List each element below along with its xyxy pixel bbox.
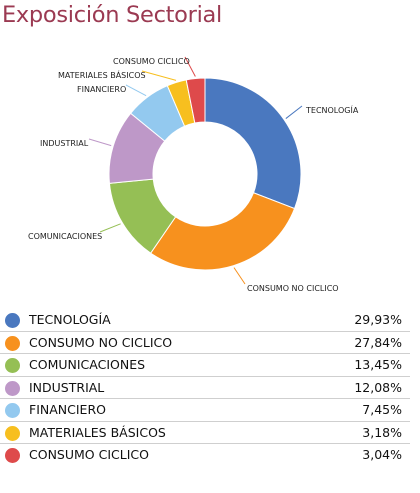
legend-label: COMUNICACIONES [29,357,146,372]
legend-label: CONSUMO NO CICLICO [29,334,173,350]
legend-row: CONSUMO NO CICLICO 27,84% [0,332,410,354]
legend-swatch-icon [5,358,20,373]
legend-label: CONSUMO CICLICO [29,447,149,462]
slice-label: CONSUMO CICLICO [113,57,190,66]
legend-value: 29,93% [354,312,402,327]
slice-labels: TECNOLOGÍA CONSUMO NO CICLICO COMUNICACION… [28,57,359,293]
legend-value: 3,18% [362,424,402,440]
legend-swatch-icon [5,335,20,351]
legend-value: 7,45% [362,402,402,417]
legend-swatch-icon [5,448,20,463]
leader-line [184,56,196,77]
legend-row: FINANCIERO 7,45% [0,399,410,422]
legend-value: 3,04% [362,447,402,462]
donut-slice [204,77,302,210]
slice-label: MATERIALES BÁSICOS [58,69,146,80]
slice-label: CONSUMO NO CICLICO [247,284,339,293]
leader-line [285,105,303,119]
slice-label: INDUSTRIAL [40,139,89,148]
legend-label: INDUSTRIAL [29,379,105,395]
legend-table: TECNOLOGÍA 29,93% CONSUMO NO CICLICO 27,84… [0,309,410,466]
leader-lines [88,56,303,285]
legend-row: COMUNICACIONES 13,45% [0,354,410,377]
donut-slice [185,77,206,124]
legend-row: INDUSTRIAL 12,08% [0,377,410,399]
donut-slices [108,77,302,271]
leader-line [141,70,177,81]
legend-value: 13,45% [354,357,402,372]
leader-line [99,223,121,233]
legend-row: TECNOLOGÍA 29,93% [0,309,410,332]
leader-line [125,84,147,97]
legend-swatch-icon [5,403,20,418]
legend-label: MATERIALES BÁSICOS [29,424,166,440]
leader-line [88,138,112,147]
legend-value: 12,08% [354,379,402,395]
donut-chart: TECNOLOGÍA CONSUMO NO CICLICO COMUNICACION… [28,56,359,293]
leader-line [233,267,246,285]
slice-label: FINANCIERO [77,85,126,94]
legend-swatch-icon [5,380,20,396]
legend-swatch-icon [5,425,20,441]
legend-value: 27,84% [354,334,402,350]
slice-label: TECNOLOGÍA [305,104,359,115]
page-title: Exposición Sectorial [2,2,222,28]
legend-swatch-icon [5,313,20,328]
legend-row: CONSUMO CICLICO 3,04% [0,444,410,466]
donut-slice [149,192,296,271]
legend-label: TECNOLOGÍA [29,312,111,327]
legend-row: MATERIALES BÁSICOS 3,18% [0,422,410,444]
legend-label: FINANCIERO [29,402,106,417]
slice-label: COMUNICACIONES [28,232,102,241]
